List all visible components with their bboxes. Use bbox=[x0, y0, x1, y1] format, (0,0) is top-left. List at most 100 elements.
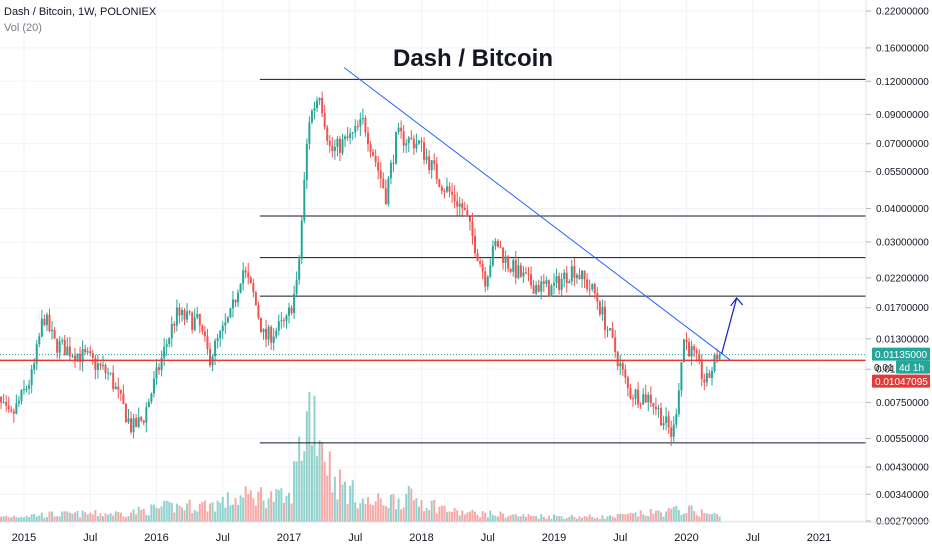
volume-bar bbox=[249, 490, 252, 522]
candle bbox=[259, 317, 262, 333]
candle bbox=[484, 266, 487, 292]
candle bbox=[614, 329, 617, 359]
volume-bar bbox=[621, 514, 624, 522]
volume-bar bbox=[570, 514, 573, 522]
volume-bar bbox=[282, 502, 285, 522]
candle bbox=[229, 307, 232, 319]
volume-bar bbox=[616, 513, 619, 522]
candle bbox=[117, 377, 120, 399]
volume-bar bbox=[466, 512, 469, 522]
volume-bar bbox=[344, 481, 347, 522]
volume-bar bbox=[519, 516, 522, 522]
candle bbox=[336, 135, 339, 157]
symbol-header[interactable]: Dash / Bitcoin, 1W, POLONIEX bbox=[4, 6, 157, 18]
volume-bar bbox=[412, 500, 415, 522]
candle bbox=[262, 328, 265, 340]
volume-bar bbox=[183, 510, 186, 522]
candle bbox=[51, 320, 54, 340]
volume-bar bbox=[392, 493, 395, 522]
candle bbox=[186, 303, 189, 323]
candle bbox=[272, 327, 275, 351]
volume-bar bbox=[38, 515, 41, 522]
volume-bar bbox=[489, 510, 492, 522]
candle bbox=[28, 379, 31, 395]
candle bbox=[512, 258, 515, 277]
volume-bar bbox=[471, 509, 474, 522]
candle bbox=[226, 315, 229, 324]
candle bbox=[649, 386, 652, 408]
volume-bar bbox=[445, 512, 448, 522]
volume-bar bbox=[642, 514, 645, 522]
candle bbox=[183, 308, 186, 326]
candle bbox=[349, 128, 352, 144]
candle bbox=[400, 120, 403, 139]
candle bbox=[463, 201, 466, 211]
volume-bar bbox=[216, 500, 219, 522]
candle bbox=[453, 184, 456, 209]
candle bbox=[621, 359, 624, 377]
volume-bar bbox=[20, 516, 23, 522]
volume-bar bbox=[530, 515, 533, 522]
candle bbox=[601, 299, 604, 321]
candle bbox=[132, 413, 135, 439]
candle bbox=[73, 348, 76, 368]
candle bbox=[285, 314, 288, 329]
volume-bar bbox=[68, 512, 71, 522]
candle bbox=[244, 266, 247, 279]
volume-bar bbox=[652, 513, 655, 522]
volume-bar bbox=[433, 499, 436, 522]
volume-bar bbox=[328, 451, 331, 522]
volume-bar bbox=[99, 513, 102, 522]
volume-bar bbox=[527, 514, 530, 522]
candle bbox=[609, 327, 612, 332]
volume-bar bbox=[293, 461, 296, 522]
volume-bar bbox=[96, 516, 99, 522]
candle bbox=[328, 134, 331, 153]
volume-bar bbox=[578, 516, 581, 522]
candle bbox=[468, 216, 471, 231]
time-tick-label: Jul bbox=[216, 532, 230, 544]
volume-bar bbox=[435, 513, 438, 522]
volume-bar bbox=[259, 487, 262, 522]
candle bbox=[66, 337, 69, 356]
candle bbox=[61, 337, 64, 345]
candle bbox=[448, 182, 451, 198]
price-tick-label: 0.00750000 bbox=[876, 398, 929, 409]
volume-bar bbox=[191, 513, 194, 522]
volume-indicator-header[interactable]: Vol (20) bbox=[4, 22, 42, 34]
candle bbox=[290, 305, 293, 315]
time-tick-label: 2017 bbox=[277, 532, 301, 544]
volume-bar bbox=[563, 518, 566, 522]
volume-bar bbox=[637, 516, 640, 522]
grid bbox=[0, 0, 866, 522]
candle bbox=[252, 278, 255, 298]
volume-bar bbox=[382, 505, 385, 522]
candle bbox=[369, 140, 372, 158]
candle bbox=[109, 372, 112, 376]
price-tick-label: 0.02200000 bbox=[876, 273, 929, 284]
volume-bar bbox=[160, 506, 163, 522]
volume-bar bbox=[188, 499, 191, 522]
volume-bar bbox=[94, 509, 97, 522]
volume-bar bbox=[10, 517, 13, 522]
candle bbox=[662, 415, 665, 431]
time-axis[interactable]: 2015 Jul 2016 Jul 2017 Jul 2018 Jul 2019 Jul 2020 J… bbox=[12, 532, 831, 544]
volume-bar bbox=[130, 512, 133, 522]
candle bbox=[451, 182, 454, 203]
price-axis[interactable]: 0.22000000 0.16000000 0.12000000 0.09000000… bbox=[866, 7, 929, 528]
candle bbox=[527, 267, 530, 282]
candle bbox=[219, 329, 222, 347]
volume-bar bbox=[124, 517, 127, 522]
volume-bar bbox=[593, 518, 596, 522]
candle bbox=[440, 184, 443, 195]
candle bbox=[581, 270, 584, 288]
candle bbox=[637, 382, 640, 409]
candle bbox=[316, 96, 319, 113]
candle bbox=[629, 384, 632, 400]
candle bbox=[479, 257, 482, 268]
volume-bar bbox=[609, 515, 612, 522]
volume-bar bbox=[333, 476, 336, 522]
volume-bar bbox=[491, 514, 494, 522]
volume-bar bbox=[560, 516, 563, 522]
